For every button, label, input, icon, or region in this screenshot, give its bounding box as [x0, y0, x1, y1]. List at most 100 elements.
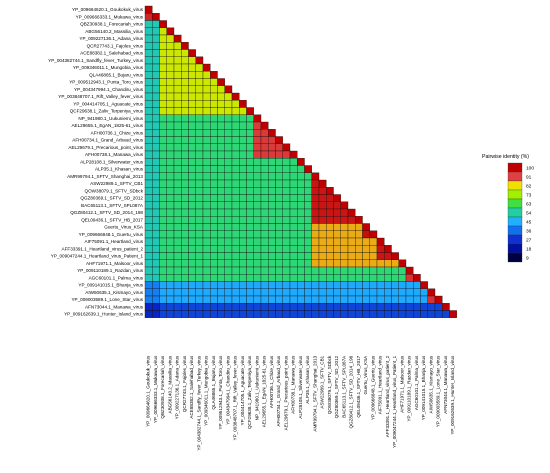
heatmap-cell [152, 259, 160, 268]
heatmap-cell [318, 295, 327, 304]
heatmap-cell [391, 259, 399, 268]
heatmap-cell [159, 194, 167, 202]
heatmap-cell [231, 92, 240, 101]
heatmap-cell [144, 303, 153, 311]
heatmap-cell [195, 288, 204, 297]
heatmap-cell [202, 187, 211, 195]
legend-ticks: 100 91 82 73 63 54 45 36 27 18 9 [526, 165, 534, 261]
heatmap-cell [224, 107, 233, 115]
heatmap-cell [188, 310, 196, 318]
color-legend: Pairwise identity (%) 100 91 82 73 63 54 45 36 2… [482, 154, 534, 263]
heatmap-cell [152, 165, 160, 173]
heatmap-cell [144, 266, 153, 275]
heatmap-cell [152, 121, 160, 130]
heatmap-cell [442, 303, 450, 311]
heatmap-cell [246, 194, 254, 202]
heatmap-cell [253, 245, 262, 253]
heatmap-cell [152, 237, 160, 246]
heatmap-cell [275, 237, 283, 246]
heatmap-cell [318, 208, 327, 217]
heatmap-cell [268, 281, 276, 289]
heatmap-cell [282, 310, 291, 318]
heatmap-cell [231, 194, 240, 202]
heatmap-cell [420, 281, 428, 289]
column-label: AEL29679.1_Precarious_point_virus [283, 355, 288, 430]
heatmap-cell [275, 165, 283, 173]
heatmap-cell [253, 281, 262, 289]
row-label: YP_004347994.1_Chandiru_virus [74, 87, 144, 92]
heatmap-cell [144, 13, 153, 21]
heatmap-cell [173, 194, 182, 202]
heatmap-cell [188, 129, 196, 137]
heatmap-cell [210, 252, 218, 260]
heatmap-cell [159, 310, 167, 318]
heatmap-cell [326, 281, 334, 289]
heatmap-cell [275, 281, 283, 289]
heatmap-cell [159, 281, 167, 289]
heatmap-cell [268, 136, 276, 144]
heatmap-cell [166, 165, 175, 173]
heatmap-cell [282, 288, 291, 297]
heatmap-cell [159, 34, 167, 43]
heatmap-cell [239, 194, 247, 202]
heatmap-cell [195, 165, 204, 173]
column-label: YP_009047244.1_Heartland_virus_Patient_1 [392, 355, 397, 448]
legend-tick-label: 18 [526, 246, 532, 252]
heatmap-cell [217, 194, 225, 202]
heatmap-cell [253, 310, 262, 318]
heatmap-cell [275, 172, 283, 181]
heatmap-cell [231, 114, 240, 123]
heatmap-cell [318, 237, 327, 246]
row-label: YP_009666333.1_Mukawa_virus [76, 14, 144, 19]
heatmap-cell [181, 216, 189, 224]
heatmap-cell [210, 158, 218, 166]
heatmap-cell [144, 288, 153, 297]
legend-tick-label: 45 [526, 219, 532, 225]
column-labels: YP_009664620.1_Goukokuk_virus YP_00966633… [146, 355, 456, 451]
heatmap-cell [166, 150, 175, 159]
heatmap-cell [246, 121, 254, 130]
heatmap-cell [181, 114, 189, 123]
heatmap-cell [166, 121, 175, 130]
heatmap-cell [202, 230, 211, 239]
heatmap-cell [304, 194, 312, 202]
heatmap-cell [289, 281, 298, 289]
heatmap-cell [355, 237, 363, 246]
heatmap-cell [224, 223, 233, 231]
heatmap-cell [253, 172, 262, 181]
heatmap-cell [391, 288, 399, 297]
heatmap-cell [239, 223, 247, 231]
row-label: YP_009512943.1_Punta_Toro_virus [69, 80, 144, 85]
heatmap-cell [355, 245, 363, 253]
heatmap-cell [260, 237, 269, 246]
heatmap-cell [268, 245, 276, 253]
heatmap-cell [217, 107, 225, 115]
heatmap-cell [159, 172, 167, 181]
heatmap-cell [347, 310, 356, 318]
heatmap-cell [246, 266, 254, 275]
heatmap-cell [289, 237, 298, 246]
heatmap-cell [239, 129, 247, 137]
heatmap-cell [181, 172, 189, 181]
column-label: AFH00738.1_Manawa_virus [291, 355, 296, 414]
row-label: QCF29638.1_Zaliv_Terpeniya_virus [70, 109, 144, 114]
row-label: Guertu_Virus_KSA [104, 225, 144, 230]
heatmap-cell [268, 259, 276, 268]
heatmap-cell [384, 295, 392, 304]
column-label: ASW22989.1_SFTV_CB1 [320, 355, 325, 408]
heatmap-cell [173, 143, 182, 152]
column-label: QGZ80369.1_SFTV_SD_2012 [334, 355, 339, 418]
heatmap-cell [188, 274, 196, 282]
heatmap-cell [181, 259, 189, 268]
heatmap-cell [275, 274, 283, 282]
column-label: AEL29655.1_EgAN_1825-61_virus [262, 355, 267, 427]
row-label: YP_009110189.1_Razdan_virus [77, 268, 144, 273]
heatmap-cell [217, 143, 225, 152]
heatmap-cell [144, 252, 153, 260]
heatmap-cell [181, 194, 189, 202]
heatmap-cell [326, 252, 334, 260]
heatmap-cell [318, 194, 327, 202]
heatmap-cell [311, 194, 320, 202]
heatmap-cell [159, 165, 167, 173]
heatmap-cell [289, 252, 298, 260]
